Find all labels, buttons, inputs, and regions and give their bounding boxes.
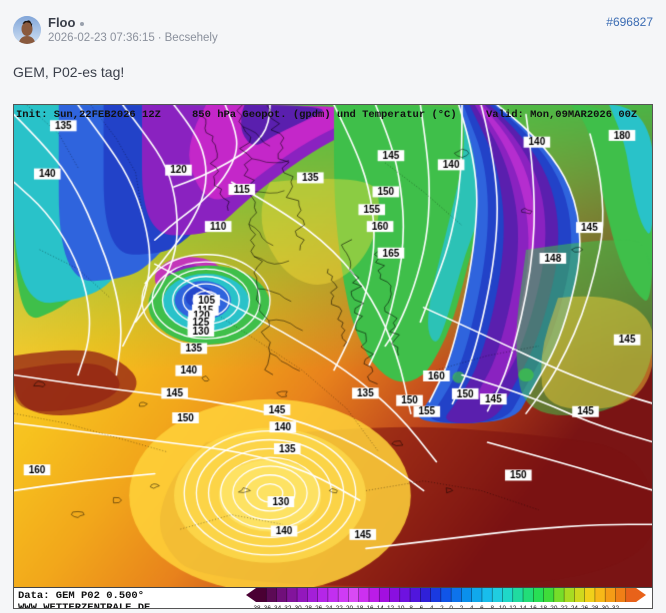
svg-text:2: 2 [460, 605, 464, 609]
svg-text:24: 24 [571, 605, 579, 609]
svg-text:-28: -28 [303, 605, 313, 609]
svg-text:0: 0 [449, 605, 453, 609]
svg-text:-32: -32 [282, 605, 292, 609]
svg-text:4: 4 [470, 605, 474, 609]
svg-text:-36: -36 [262, 605, 272, 609]
svg-text:14: 14 [519, 605, 527, 609]
svg-text:28: 28 [591, 605, 599, 609]
svg-text:16: 16 [530, 605, 538, 609]
svg-text:-8: -8 [407, 605, 413, 609]
svg-text:-38: -38 [251, 605, 261, 609]
svg-text:-6: -6 [417, 605, 423, 609]
svg-text:-34: -34 [272, 605, 282, 609]
svg-text:26: 26 [581, 605, 589, 609]
svg-text:-10: -10 [395, 605, 405, 609]
svg-text:-24: -24 [323, 605, 333, 609]
svg-text:10: 10 [499, 605, 507, 609]
svg-text:22: 22 [561, 605, 569, 609]
svg-text:8: 8 [490, 605, 494, 609]
svg-text:-16: -16 [364, 605, 374, 609]
svg-text:-14: -14 [375, 605, 385, 609]
svg-text:18: 18 [540, 605, 548, 609]
svg-text:-30: -30 [292, 605, 302, 609]
svg-text:30: 30 [602, 605, 610, 609]
svg-text:20: 20 [550, 605, 558, 609]
svg-text:-20: -20 [344, 605, 354, 609]
svg-text:-22: -22 [334, 605, 344, 609]
svg-text:6: 6 [480, 605, 484, 609]
svg-text:-4: -4 [428, 605, 434, 609]
svg-text:-2: -2 [438, 605, 444, 609]
svg-text:-12: -12 [385, 605, 395, 609]
svg-text:-26: -26 [313, 605, 323, 609]
svg-text:-18: -18 [354, 605, 364, 609]
svg-text:32: 32 [612, 605, 620, 609]
svg-text:12: 12 [509, 605, 517, 609]
